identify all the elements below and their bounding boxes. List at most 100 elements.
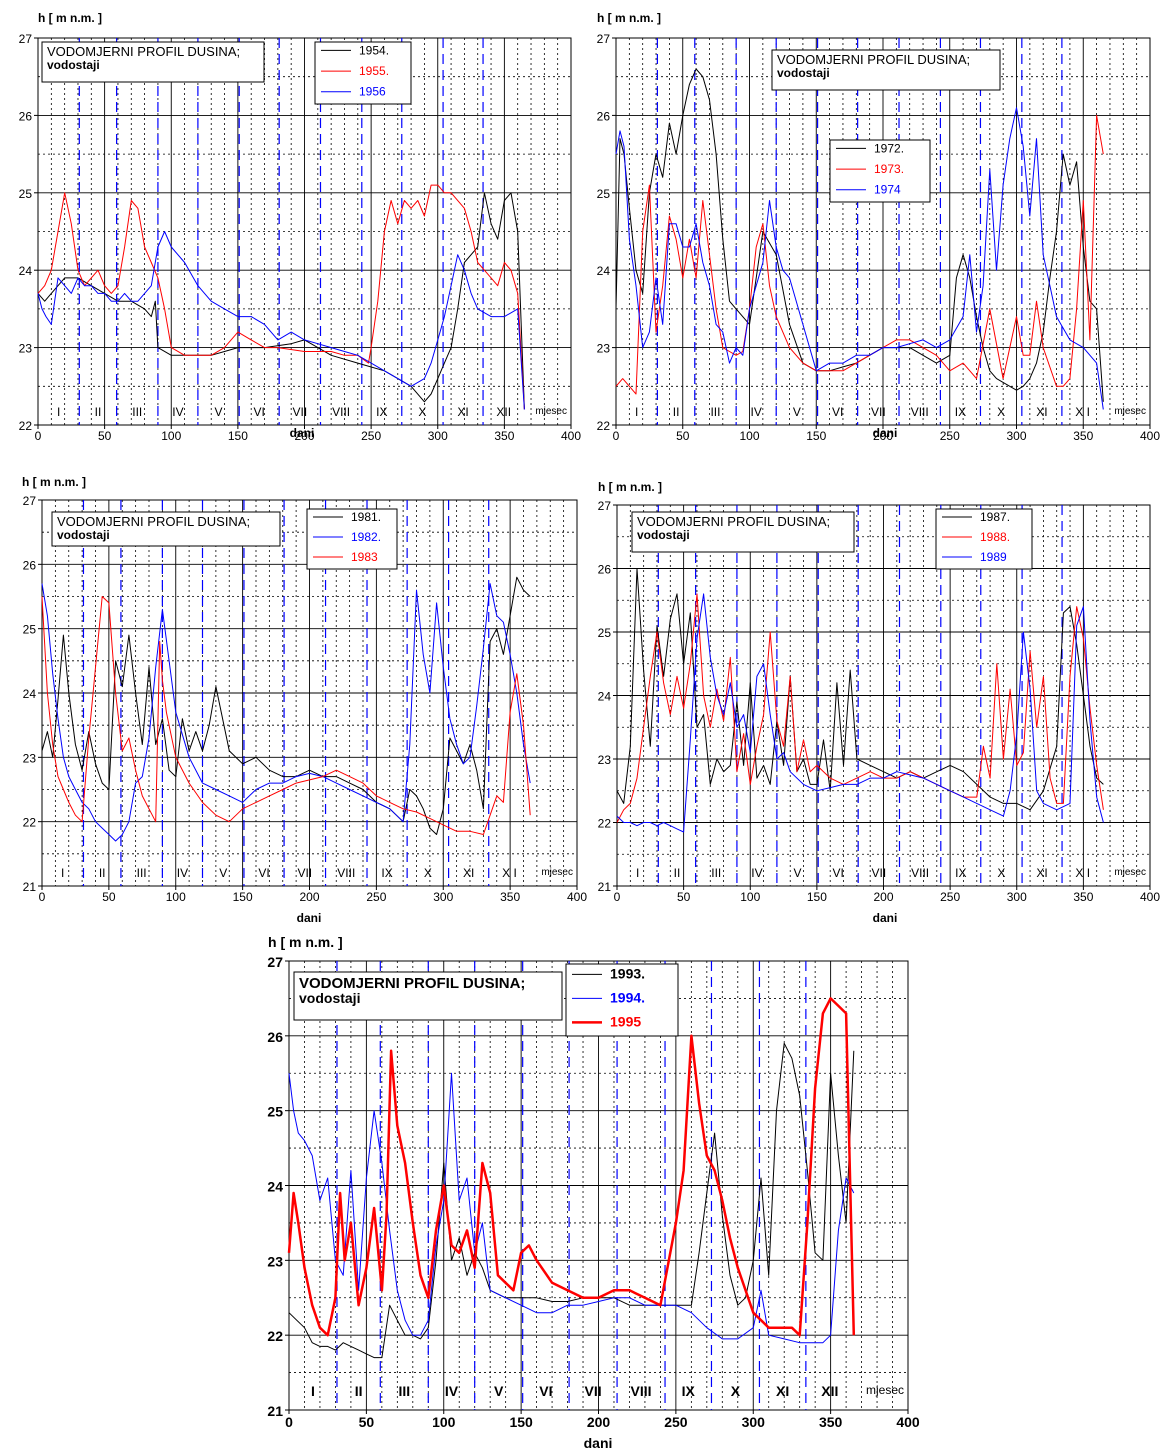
x-tick-label: 350 <box>1073 890 1093 904</box>
y-tick-label: 22 <box>597 419 611 433</box>
month-label: IX <box>381 866 392 880</box>
month-label: I <box>636 866 639 880</box>
y-tick-label: 26 <box>23 558 37 572</box>
month-label: III <box>710 405 720 419</box>
x-axis-label: dani <box>873 911 898 925</box>
month-label: VIII <box>911 405 929 419</box>
y-tick-label: 27 <box>19 32 33 46</box>
month-label: X I <box>502 866 517 880</box>
month-axis-label: mjesec <box>866 1383 904 1397</box>
month-label: VII <box>871 405 886 419</box>
x-tick-label: 300 <box>1007 890 1027 904</box>
legend-label: 1982. <box>351 530 381 544</box>
month-label: VI <box>832 405 843 419</box>
y-tick-label: 25 <box>597 187 611 201</box>
month-label: IV <box>172 405 183 419</box>
y-tick-label: 23 <box>597 342 611 356</box>
y-axis-label: h [ m n.m. ] <box>597 11 661 25</box>
x-tick-label: 350 <box>494 429 514 443</box>
month-label: III <box>132 405 142 419</box>
month-axis-label: mjesec <box>1114 406 1146 417</box>
y-tick-label: 24 <box>267 1179 283 1195</box>
y-tick-label: 21 <box>598 880 612 894</box>
month-label: VIII <box>332 405 350 419</box>
month-label: XI <box>776 1383 789 1399</box>
month-label: XI <box>463 866 474 880</box>
y-tick-label: 26 <box>267 1029 283 1045</box>
legend-label: 1981. <box>351 510 381 524</box>
x-tick-label: 350 <box>500 890 520 904</box>
month-label: VI <box>258 866 269 880</box>
y-tick-label: 22 <box>267 1328 283 1344</box>
x-axis-label: dani <box>584 1435 613 1451</box>
month-label: XI <box>457 405 468 419</box>
chart-title: VODOMJERNI PROFIL DUSINA; <box>777 52 970 67</box>
title-box <box>293 971 563 1021</box>
month-label: X I <box>1075 405 1090 419</box>
x-tick-label: 0 <box>614 890 621 904</box>
month-label: II <box>99 866 106 880</box>
legend-label: 1954. <box>359 43 389 57</box>
x-tick-label: 100 <box>161 429 181 443</box>
x-tick-label: 250 <box>940 890 960 904</box>
y-tick-label: 21 <box>23 880 37 894</box>
chart-subtitle: vodostaji <box>47 58 100 72</box>
series-line-1993 <box>288 1042 855 1359</box>
x-tick-label: 0 <box>35 429 42 443</box>
month-label: V <box>793 405 801 419</box>
legend-label: 1956 <box>359 85 386 99</box>
month-label: IX <box>955 405 966 419</box>
series-line-1955 <box>37 184 525 410</box>
month-label: V <box>215 405 223 419</box>
x-axis-label: dani <box>873 426 898 440</box>
month-label: III <box>398 1383 410 1399</box>
chart-subtitle: vodostaji <box>57 528 110 542</box>
title-box <box>41 41 265 83</box>
month-label: VI <box>254 405 265 419</box>
month-label: V <box>494 1383 504 1399</box>
x-tick-label: 400 <box>567 890 587 904</box>
month-label: X I <box>1075 866 1090 880</box>
x-tick-label: 100 <box>166 890 186 904</box>
x-axis-label: dani <box>290 426 315 440</box>
series-line-1956 <box>37 231 525 410</box>
chart-title: VODOMJERNI PROFIL DUSINA; <box>47 44 240 59</box>
y-tick-label: 25 <box>19 187 33 201</box>
series-line-1983 <box>41 596 531 835</box>
chart-subtitle: vodostaji <box>299 990 360 1006</box>
y-tick-label: 24 <box>19 264 33 278</box>
x-tick-label: 200 <box>873 890 893 904</box>
month-axis-label: mjesec <box>541 867 573 878</box>
x-tick-label: 0 <box>39 890 46 904</box>
title-box <box>51 511 281 547</box>
y-tick-label: 27 <box>267 954 283 970</box>
month-label: IX <box>955 866 966 880</box>
x-tick-label: 150 <box>233 890 253 904</box>
x-tick-label: 250 <box>361 429 381 443</box>
month-label: VIII <box>911 866 929 880</box>
legend-box <box>306 508 398 570</box>
x-tick-label: 100 <box>432 1414 456 1430</box>
legend-label: 1993. <box>610 965 645 981</box>
x-tick-label: 300 <box>742 1414 766 1430</box>
series-line-1974 <box>615 107 1104 410</box>
month-axis-label: mjesec <box>535 406 567 417</box>
x-tick-label: 50 <box>359 1414 375 1430</box>
y-tick-label: 24 <box>598 690 612 704</box>
y-tick-label: 24 <box>597 264 611 278</box>
month-label: I <box>57 405 60 419</box>
y-tick-label: 26 <box>598 563 612 577</box>
month-label: VII <box>872 866 887 880</box>
series-line-1989 <box>616 593 1104 833</box>
y-axis-label: h [ m n.m. ] <box>22 475 86 489</box>
x-tick-label: 250 <box>940 429 960 443</box>
legend-box <box>935 508 1033 570</box>
month-label: IV <box>177 866 188 880</box>
legend-label: 1994. <box>610 989 645 1005</box>
x-tick-label: 150 <box>807 890 827 904</box>
month-label: IV <box>751 866 762 880</box>
y-tick-label: 22 <box>23 816 37 830</box>
